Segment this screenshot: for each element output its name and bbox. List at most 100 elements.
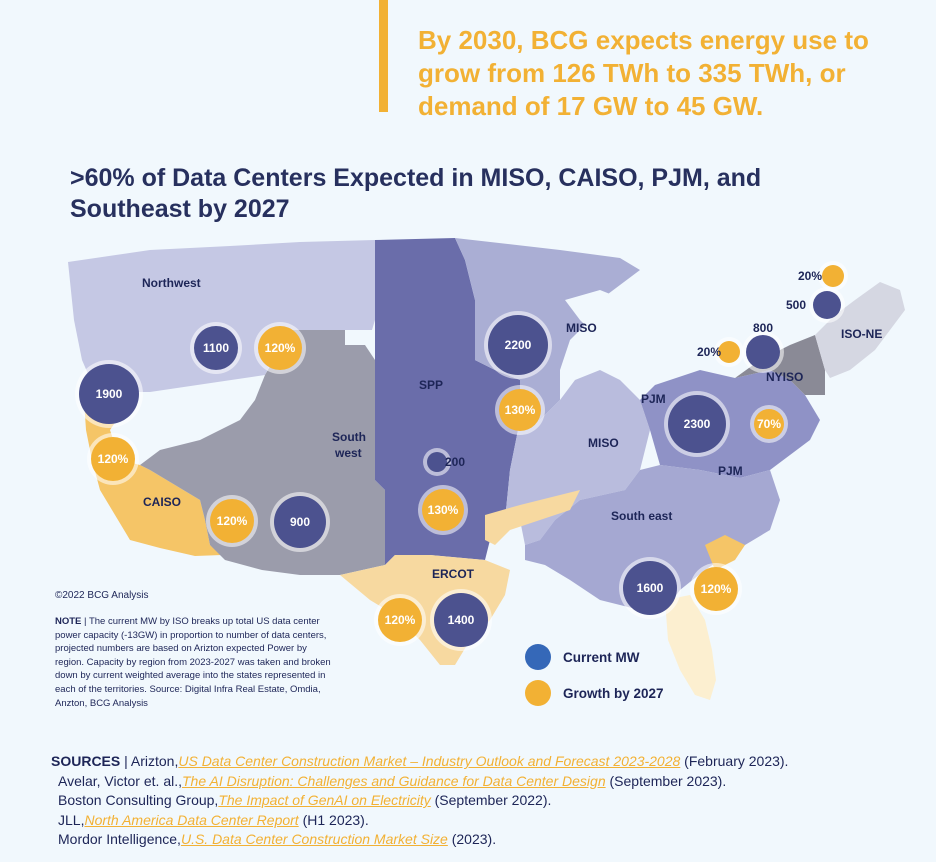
sources-separator: | (124, 753, 128, 769)
bubble-growth-marker (822, 265, 844, 287)
region-florida (665, 595, 716, 700)
bubble-growth: 130% (418, 485, 468, 535)
legend-current-label: Current MW (563, 649, 640, 665)
bubble-value-label: 200 (445, 455, 465, 469)
source-link[interactable]: North America Data Center Report (84, 811, 299, 828)
bubbles-layer: 1100 120% 1900 120% 120% 900 2200 130% 200 130% 12… (75, 261, 848, 651)
bubble-growth: 120% (206, 495, 258, 547)
source-date: (February 2023). (684, 753, 789, 769)
bubble-growth-marker (378, 598, 422, 642)
bubble-growth: 20% (697, 337, 744, 367)
label-nyiso: NYISO (766, 370, 803, 384)
sources-lead: SOURCES (51, 753, 121, 769)
label-miso-south: MISO (588, 436, 619, 450)
bubble-value-label: 2200 (505, 338, 532, 352)
bubble-value-label: 70% (757, 417, 781, 431)
bubble-current-marker (623, 561, 677, 615)
source-line-2: Boston Consulting Group,The Impact of Ge… (51, 791, 921, 811)
bubble-current: 2200 (484, 311, 552, 379)
source-line-1: Avelar, Victor et. al.,The AI Disruption… (51, 772, 921, 792)
bubble-value-label: 900 (290, 515, 310, 529)
bubble-growth-marker (754, 409, 784, 439)
bubble-current: 1100 (190, 322, 242, 374)
great-lakes (565, 290, 640, 380)
source-link[interactable]: The Impact of GenAI on Electricity (218, 792, 431, 808)
label-ercot: ERCOT (432, 567, 475, 581)
bubble-value-label: 120% (98, 452, 129, 466)
bubble-value-label: 130% (505, 403, 536, 417)
legend-current: Current MW (525, 643, 664, 671)
label-southwest-line1: South (332, 430, 366, 444)
note-lead: NOTE (55, 616, 82, 627)
bubble-growth: 120% (374, 594, 426, 646)
bubble-growth-marker (499, 389, 541, 431)
region-southeast (525, 465, 780, 610)
legend: Current MW Growth by 2027 (525, 643, 664, 715)
sources: SOURCES | Arizton,US Data Center Constru… (51, 752, 921, 850)
current-dot-icon (525, 644, 551, 670)
gulf-detail (485, 490, 580, 545)
source-date: (H1 2023). (302, 811, 369, 828)
region-nyiso (735, 335, 825, 395)
bubble-current-marker (427, 452, 447, 472)
bubble-current-marker (813, 291, 841, 319)
source-line-3: JLL,North America Data Center Report (H1… (51, 811, 921, 831)
legend-growth: Growth by 2027 (525, 679, 664, 707)
note: NOTE | The current MW by ISO breaks up t… (55, 616, 331, 709)
label-northwest: Northwest (142, 276, 201, 290)
bubble-growth-marker (210, 499, 254, 543)
headline-accent-bar (379, 0, 388, 112)
source-link[interactable]: The AI Disruption: Challenges and Guidan… (182, 772, 606, 789)
bubble-current: 900 (270, 492, 330, 552)
source-date: (September 2022). (434, 792, 552, 808)
map-title: >60% of Data Centers Expected in MISO, C… (70, 164, 762, 223)
copyright: ©2022 BCG Analysis (55, 590, 149, 601)
bubble-growth: 120% (690, 563, 742, 615)
region-caiso (84, 392, 222, 556)
bubble-growth-marker (694, 567, 738, 611)
bubble-value-label: 120% (217, 514, 248, 528)
source-line-4: Mordor Intelligence,U.S. Data Center Con… (51, 830, 921, 850)
source-date: (2023). (451, 831, 497, 847)
label-pjm-north: PJM (641, 392, 666, 406)
bubble-value-label: 130% (428, 503, 459, 517)
bubble-current-marker (194, 326, 238, 370)
bubble-current-marker (488, 315, 548, 375)
bubble-value-label: 120% (385, 613, 416, 627)
bubble-growth: 20% (798, 261, 848, 291)
bubble-value-label: 1100 (203, 341, 229, 355)
bubble-current: 500 (786, 287, 845, 323)
bubble-value-label: 1600 (637, 581, 664, 595)
source-author: JLL, (58, 811, 85, 828)
growth-dot-icon (525, 680, 551, 706)
bubble-value-label: 20% (798, 269, 822, 283)
region-northwest (68, 240, 375, 392)
source-author: Mordor Intelligence, (58, 831, 181, 847)
label-pjm-south: PJM (718, 464, 743, 478)
bubble-current: 2300 (664, 391, 730, 457)
source-date: (September 2023). (609, 772, 727, 789)
label-caiso: CAISO (143, 495, 181, 509)
bubble-current-marker (274, 496, 326, 548)
bubble-growth: 130% (495, 385, 545, 435)
bubble-growth-marker (718, 341, 740, 363)
bubble-growth: 120% (87, 433, 139, 485)
bubble-growth: 70% (750, 405, 788, 443)
bubble-current: 800 (742, 321, 784, 373)
source-author: Boston Consulting Group, (58, 792, 219, 808)
bubble-current: 1600 (619, 557, 681, 619)
bubble-current-marker (434, 593, 488, 647)
bubble-growth: 120% (254, 322, 306, 374)
source-line-0: SOURCES | Arizton,US Data Center Constru… (51, 752, 921, 772)
label-spp: SPP (419, 378, 443, 392)
label-miso-north: MISO (566, 321, 597, 335)
region-southeast-highlight (705, 535, 745, 570)
headline: By 2030, BCG expects energy use to grow … (418, 25, 869, 121)
legend-growth-label: Growth by 2027 (563, 685, 664, 701)
source-author: Avelar, Victor et. al., (58, 772, 182, 789)
source-link[interactable]: US Data Center Construction Market – Ind… (178, 753, 681, 769)
source-link[interactable]: U.S. Data Center Construction Market Siz… (180, 831, 448, 847)
bubble-value-label: 2300 (684, 417, 711, 431)
label-southeast: South east (611, 509, 672, 523)
